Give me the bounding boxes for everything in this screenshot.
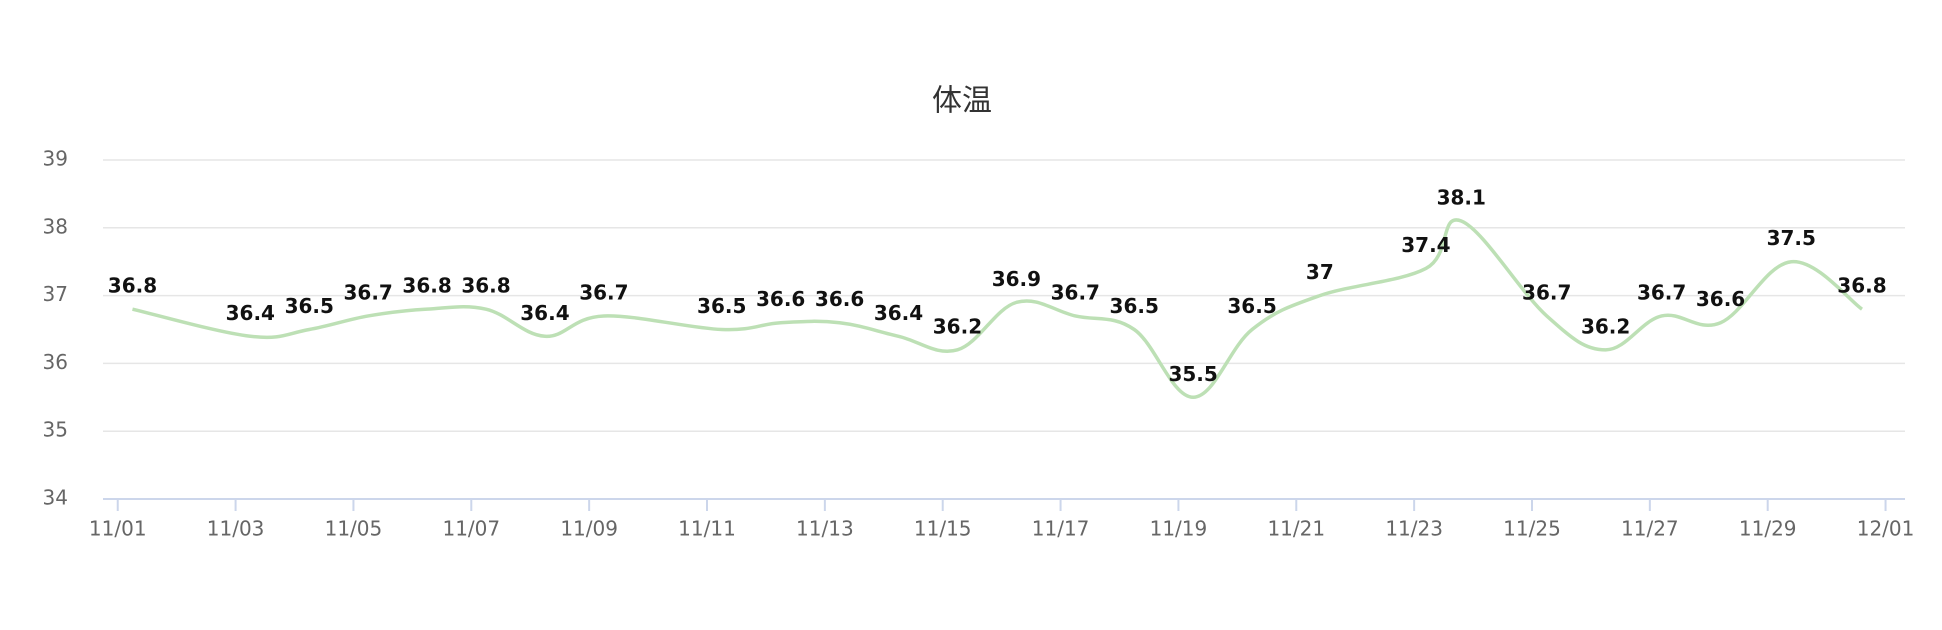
data-label: 36.7 — [1522, 280, 1571, 304]
data-label: 36.8 — [1837, 274, 1886, 298]
data-label: 36.6 — [815, 287, 864, 311]
data-label: 36.4 — [226, 301, 275, 325]
x-tick-label: 11/27 — [1621, 517, 1679, 541]
x-tick-label: 11/13 — [796, 517, 854, 541]
data-label: 36.8 — [402, 274, 451, 298]
data-label: 36.5 — [1110, 294, 1159, 318]
y-tick-label: 36 — [43, 350, 68, 374]
y-tick-label: 38 — [43, 214, 68, 238]
x-tick-label: 11/19 — [1150, 517, 1208, 541]
chart-title: 体温 — [932, 84, 992, 119]
data-label: 36.6 — [756, 287, 805, 311]
x-tick-label: 11/15 — [914, 517, 972, 541]
x-tick-label: 11/25 — [1503, 517, 1561, 541]
data-label: 36.7 — [1051, 280, 1100, 304]
y-tick-label: 35 — [43, 418, 68, 442]
y-tick-label: 34 — [43, 486, 68, 510]
data-label: 37.5 — [1767, 226, 1816, 250]
data-label: 36.7 — [343, 280, 392, 304]
data-label: 36.2 — [1581, 314, 1630, 338]
x-tick-label: 11/11 — [678, 517, 736, 541]
data-label: 37.4 — [1401, 233, 1450, 257]
x-tick-label: 11/17 — [1032, 517, 1090, 541]
data-label: 36.6 — [1696, 287, 1745, 311]
data-label: 36.5 — [285, 294, 334, 318]
x-tick-label: 11/23 — [1385, 517, 1443, 541]
x-tick-label: 11/29 — [1739, 517, 1797, 541]
data-label: 38.1 — [1437, 186, 1486, 210]
data-label: 36.8 — [461, 274, 510, 298]
data-label: 35.5 — [1168, 362, 1217, 386]
data-label: 36.7 — [1637, 280, 1686, 304]
y-tick-label: 39 — [43, 147, 68, 171]
x-tick-label: 11/05 — [325, 517, 383, 541]
data-label: 36.5 — [1227, 294, 1276, 318]
x-tick-label: 11/09 — [560, 517, 618, 541]
x-tick-label: 11/07 — [442, 517, 500, 541]
line — [132, 218, 1864, 400]
data-label: 36.7 — [579, 280, 628, 304]
data-label: 36.5 — [697, 294, 746, 318]
x-tick-label: 11/03 — [207, 517, 265, 541]
data-label: 36.8 — [108, 274, 157, 298]
x-tick-label: 11/21 — [1267, 517, 1325, 541]
data-label: 36.2 — [933, 314, 982, 338]
x-tick-label: 11/01 — [89, 517, 147, 541]
data-label: 36.4 — [520, 301, 569, 325]
y-tick-label: 37 — [43, 282, 68, 306]
x-tick-label: 12/01 — [1857, 517, 1915, 541]
data-label: 37 — [1306, 260, 1334, 284]
data-label: 36.4 — [874, 301, 923, 325]
data-label: 36.9 — [992, 267, 1041, 291]
